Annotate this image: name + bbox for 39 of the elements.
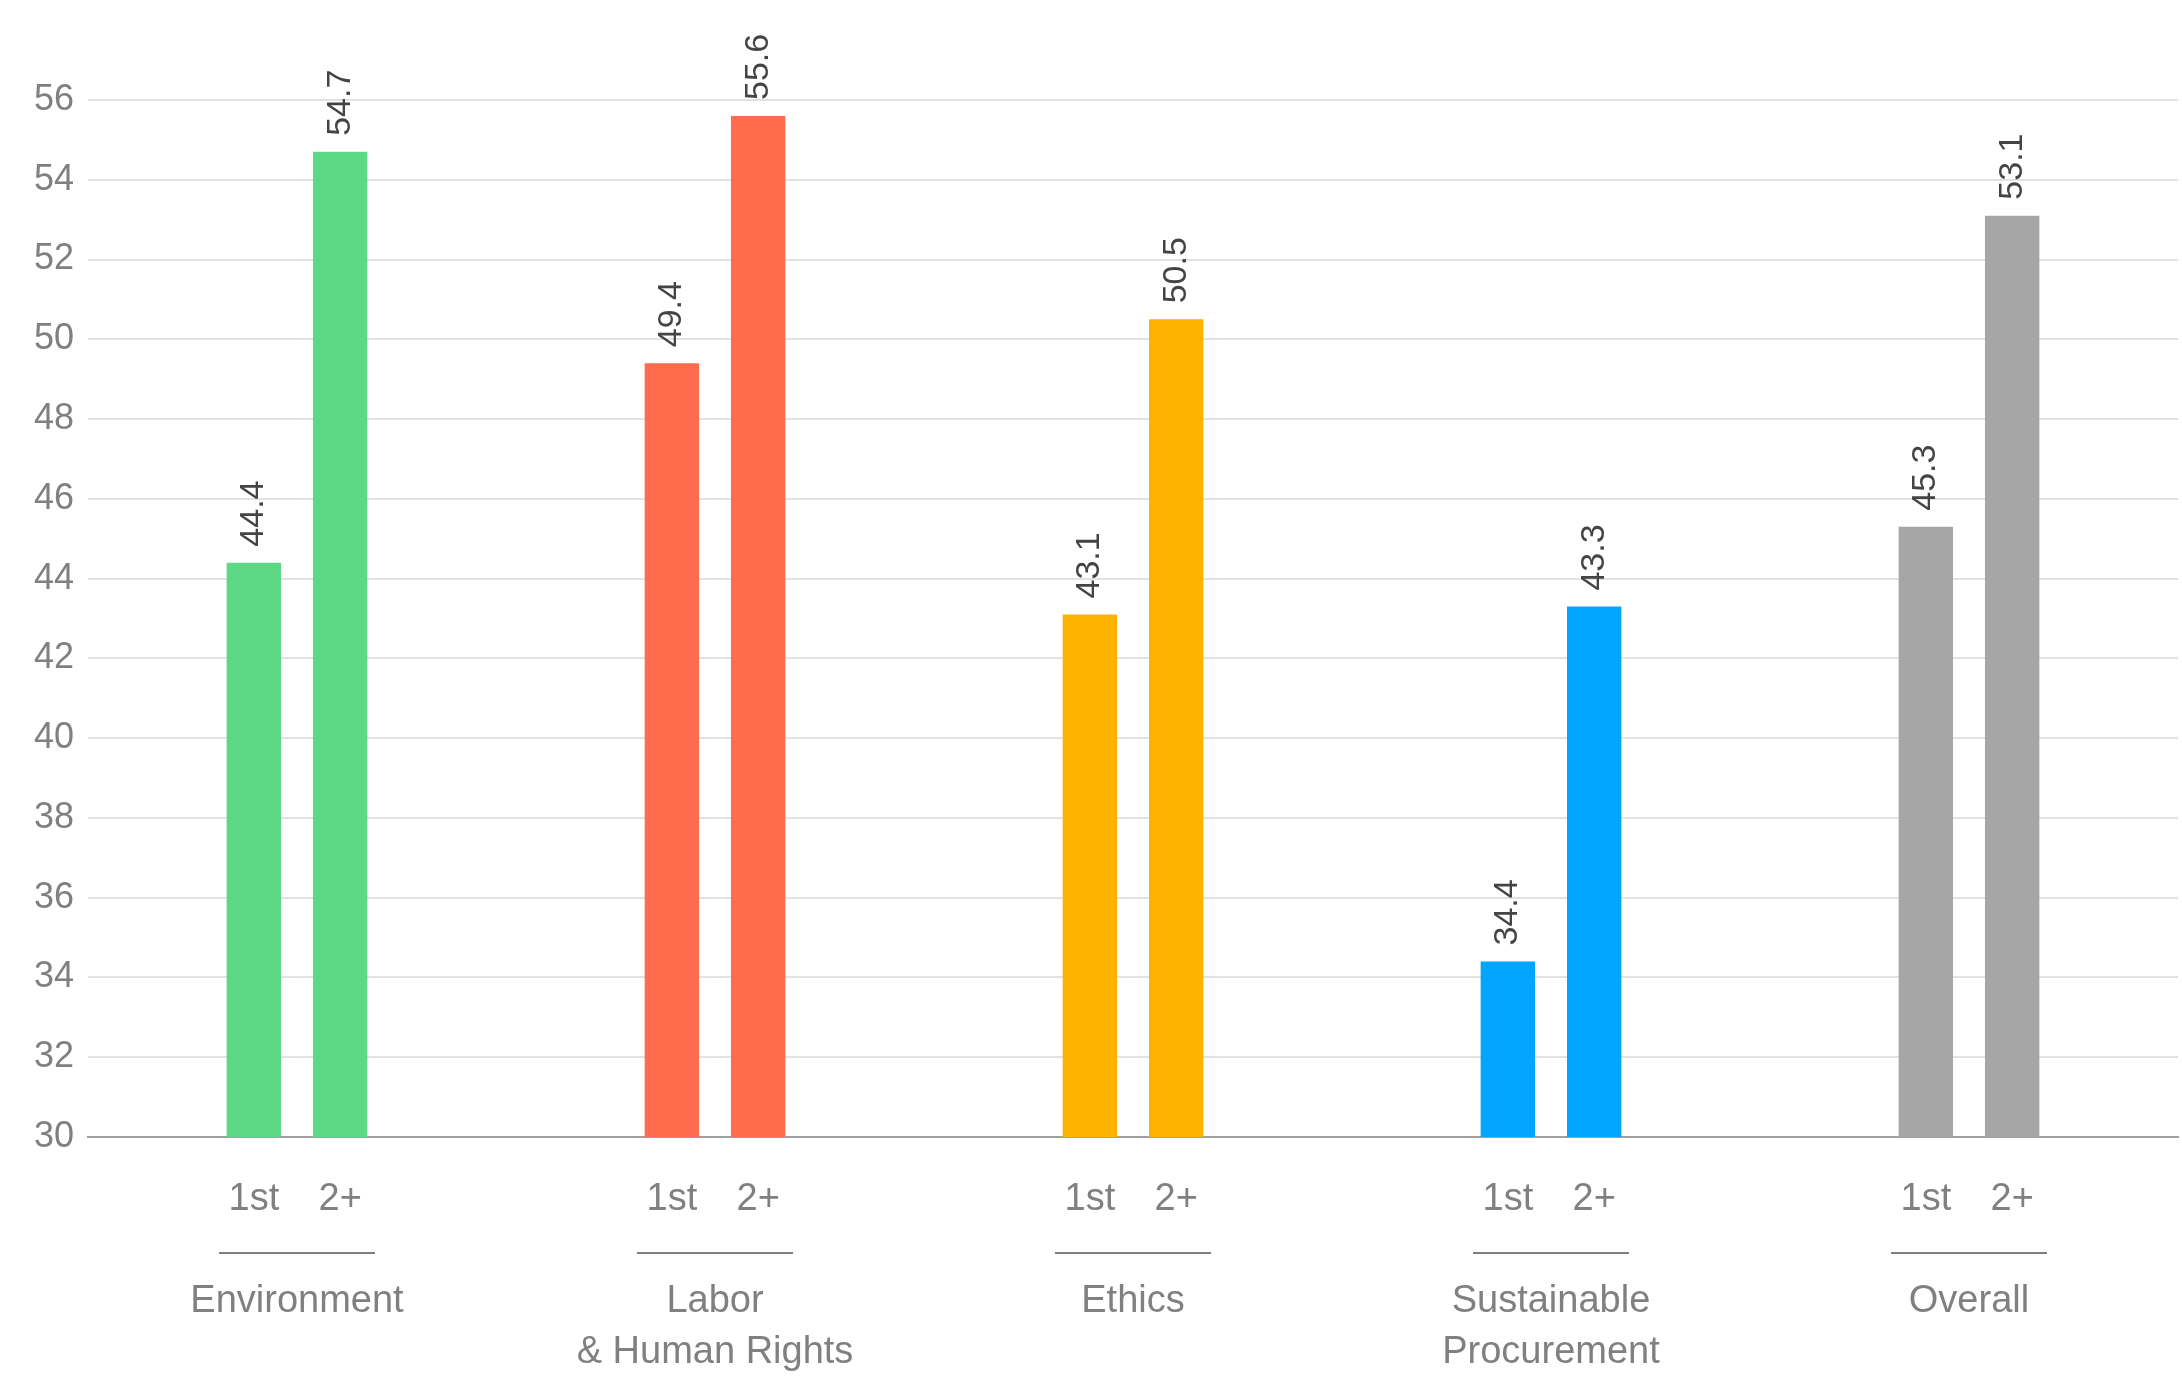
y-tick-label: 52 [33, 236, 74, 278]
text: 2+ [1572, 1176, 1616, 1219]
data-label: 54.7 [318, 69, 357, 136]
data-label: 34.4 [1486, 879, 1525, 946]
y-tick-label: 48 [33, 396, 74, 437]
y-tick-label: 38 [33, 794, 74, 836]
x-tick-label: Overall [1908, 1278, 2030, 1321]
y-tick-label: 30 [33, 1113, 74, 1155]
data-label: 44.4 [232, 480, 271, 547]
data-label: 43.3 [1572, 524, 1611, 591]
x-tick-label: Sustainable Procurement [1442, 1278, 1661, 1372]
data-label: 45.3 [1904, 444, 1943, 511]
series-label: 1st [646, 1176, 698, 1219]
y-tick-label: 32 [33, 1034, 74, 1076]
text: 2+ [736, 1176, 780, 1219]
text: 1st [1482, 1176, 1534, 1219]
x-tick-label: Ethics [1081, 1278, 1185, 1321]
x-tick-label: Labor & Human Rights [576, 1278, 854, 1372]
text: 1st [1900, 1176, 1952, 1219]
y-tick-label: 40 [33, 715, 74, 757]
text: 1st [1064, 1176, 1116, 1219]
data-label: 55.6 [736, 33, 775, 100]
y-tick-label: 36 [33, 874, 74, 916]
text: 1st [228, 1176, 280, 1219]
data-label: 43.1 [1068, 532, 1107, 599]
text: 2+ [1990, 1176, 2034, 1219]
y-tick-label: 46 [33, 475, 74, 517]
x-tick-label: Environment [190, 1278, 405, 1321]
data-label: 50.5 [1154, 237, 1193, 304]
y-tick-label: 54 [33, 156, 74, 198]
y-tick-label: 44 [33, 555, 74, 597]
y-tick-label: 42 [33, 635, 74, 677]
data-label: 53.1 [1990, 133, 2029, 200]
y-tick-label: 56 [33, 76, 74, 118]
y-tick-label: 50 [33, 316, 74, 358]
data-label: 49.4 [650, 281, 689, 348]
y-tick-label: 34 [33, 954, 74, 996]
series-label: 2+ [318, 1176, 362, 1219]
text: 2+ [1154, 1176, 1198, 1219]
